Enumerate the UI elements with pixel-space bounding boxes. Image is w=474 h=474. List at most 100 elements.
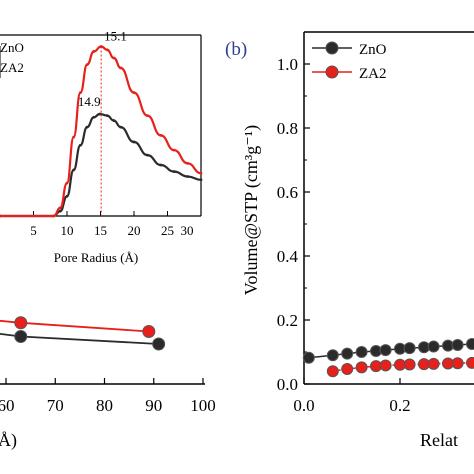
panel-a-point-za2 — [142, 325, 156, 338]
panel-b-y-tick-label: 0.4 — [277, 247, 299, 266]
panel-b-point-zno — [355, 346, 368, 358]
panel-a-series — [0, 316, 166, 351]
panel-a-x-tick-label: 80 — [96, 396, 113, 415]
inset-point-zno — [199, 178, 203, 182]
panel-b-y-tick-label: 0.0 — [277, 375, 298, 394]
inset-point-za2 — [112, 56, 116, 60]
inset-annotation-za2: 15.1 — [104, 29, 127, 44]
inset-point-zno — [65, 194, 69, 198]
panel-b-point-za2 — [427, 357, 440, 370]
inset-point-zno — [132, 140, 136, 144]
panel-b-point-za2 — [403, 358, 416, 371]
inset-x-tick-label: 20 — [128, 223, 141, 238]
inset-x-tick-label: 30 — [181, 223, 194, 238]
panel-b-y-ticks: 0.0 0.2 0.4 0.6 0.8 1.0 — [277, 55, 310, 394]
legend-marker-za2 — [325, 65, 339, 79]
inset-plot: 5 10 15 20 25 30 14.9 15.1 Pore Radius (Å) ZnO… — [0, 29, 203, 265]
panel-b-point-za2 — [451, 357, 464, 370]
panel-b-x-tick-label: 0.2 — [389, 396, 410, 415]
panel-b-y-tick-label: 0.6 — [277, 183, 298, 202]
inset-point-zno — [119, 125, 122, 129]
inset-point-zno — [186, 175, 190, 178]
inset-point-zno — [79, 143, 82, 147]
inset-point-za2 — [132, 91, 136, 94]
inset-point-za2 — [199, 171, 203, 175]
legend-label-zno: ZnO — [359, 42, 387, 58]
inset-point-za2 — [79, 91, 82, 94]
inset-line-za2 — [0, 45, 202, 218]
inset-point-zno — [72, 168, 76, 172]
inset-point-zno — [98, 112, 102, 116]
panel-b-x-ticks: 0.0 0.2 — [293, 378, 411, 415]
panel-a-bottom-plot: 60 70 80 90 100 Å) — [0, 316, 216, 451]
panel-b-point-za2 — [326, 365, 339, 378]
inset-annotations: 14.9 15.1 — [78, 29, 127, 216]
inset-point-zno — [172, 170, 176, 173]
inset-x-tick-label: 15 — [94, 223, 107, 238]
panel-a-point-zno — [14, 330, 28, 343]
panel-b-point-zno — [466, 338, 474, 350]
inset-point-za2 — [85, 63, 89, 67]
inset-point-zno — [105, 114, 109, 118]
panel-b-legend: ZnO ZA2 — [312, 41, 387, 82]
inset-point-za2 — [65, 181, 69, 185]
inset-point-za2 — [159, 133, 163, 137]
panel-b-label: (b) — [225, 39, 247, 60]
panel-b-x-axis-title: Relat — [420, 430, 458, 450]
inset-x-tick-label: 10 — [61, 223, 74, 238]
inset-x-axis-title: Pore Radius (Å) — [54, 250, 139, 265]
panel-a-x-axis-title: Å) — [0, 430, 17, 451]
panel-b-y-axis-title: Volume@STP (cm³g⁻¹) — [241, 125, 262, 295]
inset-x-ticks: 5 10 15 20 25 30 — [30, 211, 202, 238]
panel-b-plot: (b) 0.0 0.2 0.4 0.6 0.8 1.0 0.0 0.2 Volume@STP… — [225, 31, 474, 450]
inset-point-zno — [159, 163, 163, 167]
panel-b-y-tick-label: 0.2 — [277, 311, 298, 330]
inset-legend-label-za2: ZA2 — [0, 60, 24, 75]
panel-b-y-tick-label: 0.8 — [277, 119, 298, 138]
inset-point-za2 — [146, 114, 149, 118]
inset-point-za2 — [119, 66, 122, 70]
inset-series — [0, 45, 203, 218]
legend-marker-zno — [325, 41, 339, 55]
inset-point-za2 — [52, 214, 55, 218]
panel-a-x-tick-label: 100 — [190, 396, 216, 415]
panel-b-point-zno — [403, 342, 416, 355]
panel-b-point-za2 — [466, 356, 474, 369]
panel-b-point-zno — [379, 344, 392, 357]
inset-x-tick-label: 25 — [161, 223, 174, 238]
inset-legend: ZnO ZA2 — [0, 40, 24, 78]
inset-point-za2 — [58, 206, 62, 210]
panel-a-x-tick-label: 90 — [145, 396, 162, 415]
panel-b-point-zno — [302, 351, 315, 364]
inset-point-za2 — [72, 135, 76, 139]
inset-legend-label-zno: ZnO — [0, 40, 24, 55]
panel-b-point-zno — [341, 347, 354, 360]
panel-b-point-zno — [427, 340, 440, 353]
legend-label-za2: ZA2 — [359, 66, 387, 82]
inset-point-zno — [85, 125, 89, 129]
inset-line-zno — [0, 112, 202, 218]
panel-b-point-za2 — [341, 362, 354, 375]
inset-point-zno — [58, 209, 62, 213]
inset-point-za2 — [186, 161, 190, 165]
panel-b-x-tick-label: 0.0 — [293, 396, 314, 415]
panel-b-point-zno — [451, 338, 464, 351]
inset-point-za2 — [172, 148, 176, 152]
panel-b-point-zno — [326, 349, 339, 362]
panel-a-x-tick-label: 70 — [47, 396, 64, 415]
panel-a-point-za2 — [14, 316, 28, 330]
inset-point-za2 — [105, 48, 109, 52]
inset-point-zno — [92, 115, 96, 119]
inset-point-za2 — [0, 214, 2, 218]
panel-b-point-za2 — [379, 359, 392, 372]
inset-point-za2 — [92, 50, 96, 53]
panel-a-x-tick-label: 60 — [0, 396, 15, 415]
inset-point-zno — [112, 119, 116, 122]
inset-point-zno — [146, 153, 149, 157]
panel-b-y-tick-label: 1.0 — [277, 55, 298, 74]
inset-annotation-zno: 14.9 — [78, 94, 101, 109]
panel-b-series — [302, 338, 474, 378]
panel-a-x-ticks: 60 70 80 90 100 — [0, 378, 216, 415]
panel-b-point-za2 — [355, 361, 368, 374]
